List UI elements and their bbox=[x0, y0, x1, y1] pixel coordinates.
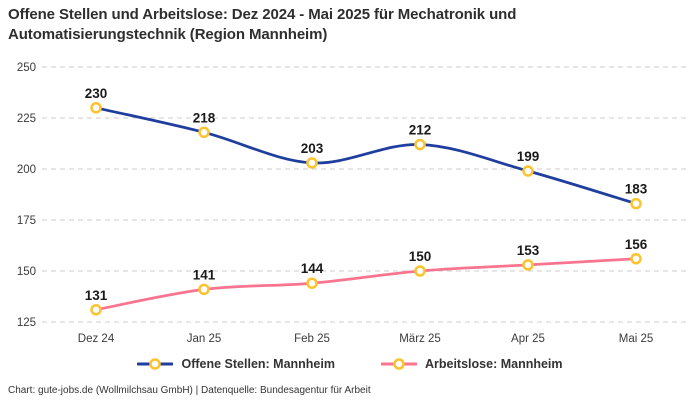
chart-title: Offene Stellen und Arbeitslose: Dez 2024… bbox=[8, 6, 517, 44]
series-line bbox=[94, 106, 638, 206]
data-point-marker bbox=[522, 165, 534, 177]
data-point-label: 156 bbox=[625, 237, 648, 252]
data-point-marker bbox=[198, 283, 210, 296]
x-axis-tick-label: Mai 25 bbox=[619, 333, 654, 345]
series-line bbox=[94, 257, 638, 312]
y-axis-tick-label: 200 bbox=[17, 164, 36, 176]
data-point-marker bbox=[90, 304, 102, 316]
data-point-marker bbox=[306, 157, 318, 169]
line-chart: 125 150 175 200 225 250 Dez 24 Jan 25 Feb 25 März… bbox=[17, 62, 690, 345]
legend-item: Offene Stellen: Mannheim bbox=[137, 357, 335, 371]
y-axis-tick-label: 150 bbox=[17, 266, 36, 278]
legend-item: Arbeitslose: Mannheim bbox=[380, 357, 563, 371]
legend-label: Arbeitslose: Mannheim bbox=[424, 357, 563, 371]
x-axis-tick-label: Dez 24 bbox=[78, 333, 115, 345]
x-axis-tick-label: Apr 25 bbox=[511, 333, 545, 345]
x-axis-tick-label: März 25 bbox=[399, 333, 441, 345]
y-axis-tick-label: 225 bbox=[17, 113, 36, 125]
y-axis-tick-label: 175 bbox=[17, 215, 36, 227]
x-axis-tick-label: Jan 25 bbox=[187, 333, 222, 345]
data-point-label: 131 bbox=[85, 288, 108, 303]
data-point-label: 212 bbox=[409, 123, 432, 138]
legend-circle bbox=[393, 358, 405, 370]
data-point-marker bbox=[414, 265, 426, 277]
legend-circle bbox=[149, 358, 162, 370]
y-axis-tick-label: 125 bbox=[17, 317, 36, 329]
legend-marker-icon bbox=[137, 358, 174, 370]
data-point-label: 203 bbox=[301, 141, 324, 156]
data-point-label: 153 bbox=[517, 243, 540, 258]
data-point-marker bbox=[90, 102, 102, 114]
data-point-marker bbox=[522, 259, 534, 271]
data-point-label: 141 bbox=[193, 267, 216, 282]
data-point-label: 230 bbox=[85, 86, 108, 101]
data-point-marker bbox=[414, 138, 426, 151]
legend-label: Offene Stellen: Mannheim bbox=[181, 357, 335, 371]
data-point-marker bbox=[630, 253, 642, 265]
data-point-label: 183 bbox=[625, 182, 648, 197]
legend: Offene Stellen: Mannheim Arbeitslose: Man… bbox=[0, 357, 700, 371]
x-axis-tick-label: Feb 25 bbox=[294, 333, 330, 345]
chart-footer: Chart: gute-jobs.de (Wollmilchsau GmbH) … bbox=[8, 385, 371, 396]
data-point-marker bbox=[306, 277, 318, 289]
data-point-label: 199 bbox=[517, 149, 540, 164]
legend-marker-icon bbox=[380, 358, 417, 370]
data-point-label: 218 bbox=[193, 110, 216, 125]
data-point-label: 144 bbox=[301, 261, 324, 276]
data-point-marker bbox=[630, 197, 642, 210]
y-axis-tick-label: 250 bbox=[17, 62, 36, 74]
data-point-marker bbox=[198, 126, 210, 139]
data-point-label: 150 bbox=[409, 249, 432, 264]
